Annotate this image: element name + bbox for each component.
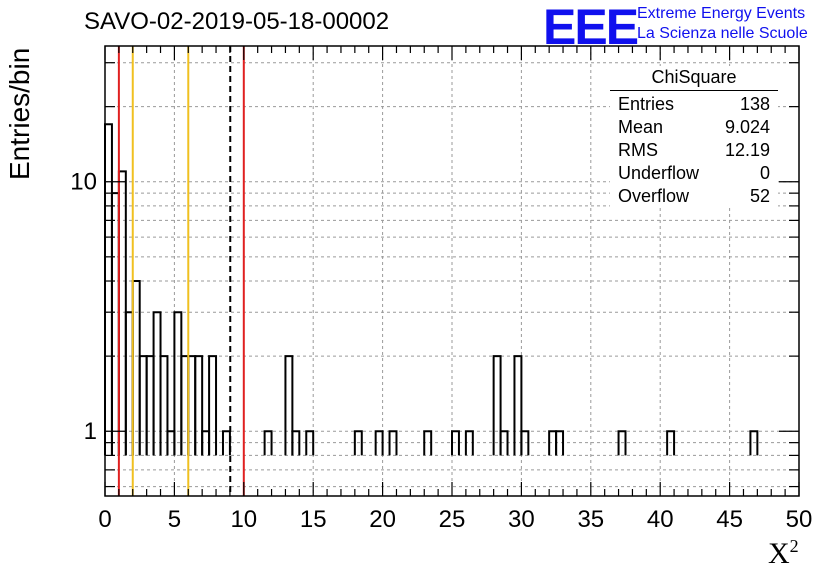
x-tick-label: 15 bbox=[300, 506, 327, 533]
x-axis-label-base: X bbox=[768, 537, 790, 570]
histogram-bin bbox=[513, 355, 523, 456]
histogram-bin bbox=[201, 430, 211, 456]
x-tick-label: 30 bbox=[508, 506, 535, 533]
stats-row-overflow: Overflow 52 bbox=[610, 185, 778, 208]
histogram-bin bbox=[520, 430, 530, 456]
histogram-bin bbox=[464, 430, 474, 456]
histogram-bin bbox=[208, 355, 218, 456]
stats-value: 12.19 bbox=[724, 140, 770, 160]
histogram-bin bbox=[305, 430, 315, 456]
x-tick-label: 45 bbox=[716, 506, 743, 533]
x-tick-label: 0 bbox=[98, 506, 111, 533]
histogram-bin bbox=[110, 192, 120, 456]
histogram-bin bbox=[492, 355, 502, 456]
stats-value: 138 bbox=[739, 94, 770, 114]
histogram-bin bbox=[388, 430, 398, 456]
histogram-bin bbox=[166, 430, 176, 456]
histogram-bin bbox=[173, 311, 183, 456]
eee-logo-mark: EEE bbox=[543, 0, 639, 55]
x-axis-label-superscript: 2 bbox=[789, 536, 799, 556]
histogram-bin bbox=[617, 430, 627, 456]
stats-value: 0 bbox=[759, 163, 770, 183]
histogram-bin bbox=[423, 430, 433, 456]
logo-line-1: Extreme Energy Events bbox=[637, 5, 806, 22]
histogram-bin bbox=[499, 430, 509, 456]
histogram-bin bbox=[555, 430, 565, 456]
histogram-bin bbox=[221, 430, 231, 456]
histogram-bin bbox=[180, 355, 190, 456]
y-tick-label: 10 bbox=[70, 169, 97, 196]
histogram-bin bbox=[138, 355, 148, 456]
histogram-bin bbox=[194, 355, 204, 456]
stats-value: 9.024 bbox=[724, 117, 770, 137]
stats-box-divider bbox=[610, 90, 778, 91]
histogram-bin bbox=[284, 355, 294, 456]
stats-row-entries: Entries 138 bbox=[610, 93, 778, 116]
histogram-bin bbox=[131, 280, 141, 456]
y-tick-label: 1 bbox=[84, 418, 97, 445]
x-tick-label: 40 bbox=[647, 506, 674, 533]
histogram-bin bbox=[159, 355, 169, 456]
x-tick-label: 25 bbox=[439, 506, 466, 533]
histogram-bin bbox=[152, 311, 162, 456]
stats-label: Mean bbox=[618, 117, 664, 137]
x-tick-label: 10 bbox=[230, 506, 257, 533]
histogram-bin bbox=[145, 355, 155, 456]
histogram-bin bbox=[749, 430, 759, 456]
stats-value: 52 bbox=[749, 186, 770, 206]
stats-box: ChiSquare Entries 138 Mean 9.024 RMS 12.19 … bbox=[610, 66, 778, 208]
eee-logo-text: Extreme Energy Events La Scienza nelle S… bbox=[637, 4, 808, 44]
histogram-bin bbox=[291, 430, 301, 456]
stats-label: Overflow bbox=[618, 186, 690, 206]
x-tick-label: 50 bbox=[786, 506, 813, 533]
histogram-bin bbox=[451, 430, 460, 456]
histogram-bin bbox=[104, 123, 113, 456]
histogram-bin bbox=[548, 430, 558, 456]
histogram-bin bbox=[187, 355, 197, 456]
axes-layer: 0 5 10 15 20 25 30 35 40 45 50 1 10 bbox=[70, 45, 813, 533]
x-tick-label: 5 bbox=[168, 506, 181, 533]
stats-box-name: ChiSquare bbox=[651, 67, 737, 87]
histogram-bin bbox=[353, 430, 363, 456]
histogram-bin bbox=[263, 430, 273, 456]
stats-label: Underflow bbox=[618, 163, 700, 183]
stats-row-underflow: Underflow 0 bbox=[610, 162, 778, 185]
histogram-bin bbox=[374, 430, 384, 456]
histogram-bin bbox=[117, 170, 127, 456]
stats-label: RMS bbox=[618, 140, 658, 160]
stats-row-mean: Mean 9.024 bbox=[610, 116, 778, 139]
histogram-bin bbox=[124, 311, 134, 456]
chart-title: SAVO-02-2019-05-18-00002 bbox=[84, 8, 390, 35]
logo-line-2: La Scienza nelle Scuole bbox=[637, 25, 808, 42]
marker-lines-layer bbox=[117, 46, 245, 496]
stats-row-rms: RMS 12.19 bbox=[610, 139, 778, 162]
y-axis-label: Entries/bin bbox=[4, 47, 35, 180]
histogram-bin bbox=[666, 430, 676, 456]
x-tick-label: 35 bbox=[577, 506, 604, 533]
x-axis-label: X2 bbox=[768, 536, 799, 571]
x-tick-label: 20 bbox=[369, 506, 396, 533]
stats-label: Entries bbox=[618, 94, 675, 114]
